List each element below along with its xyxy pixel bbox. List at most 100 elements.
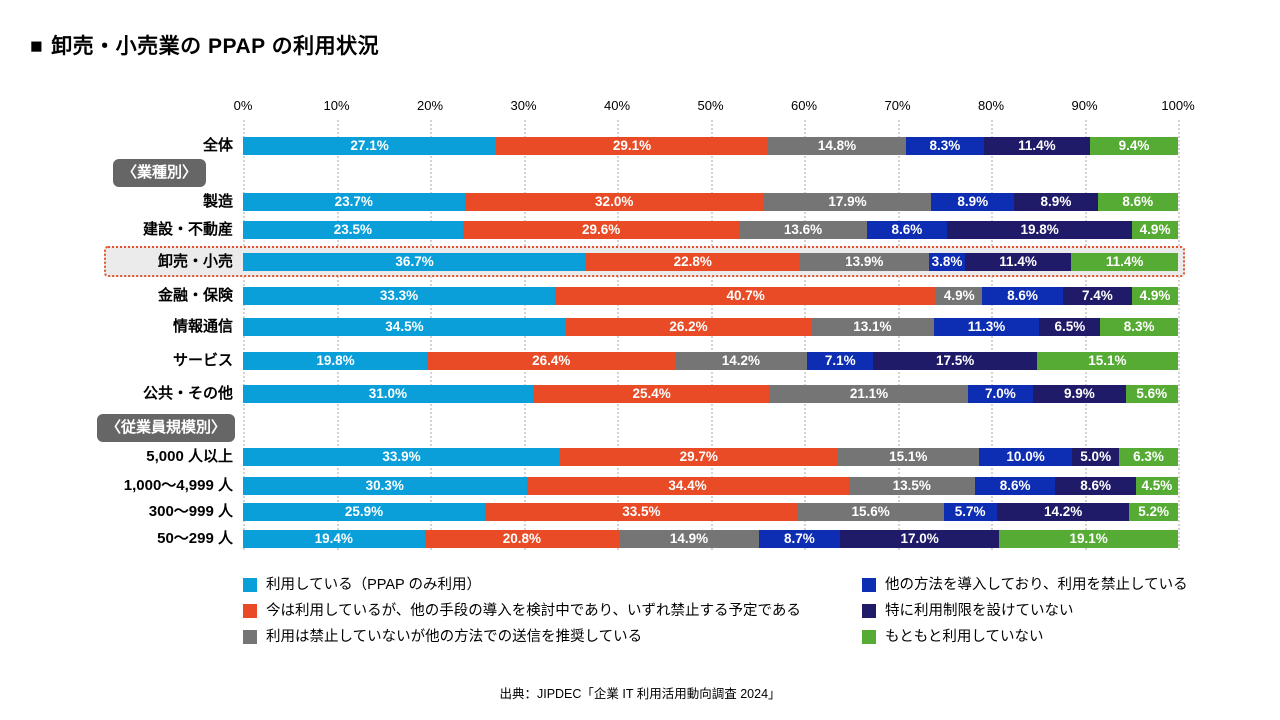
bar-segment: 6.3% [1119, 448, 1178, 466]
legend-label: もともと利用していない [885, 629, 1044, 645]
bar-value-label: 4.5% [1141, 478, 1173, 493]
legend-item: 利用している（PPAP のみ利用） [243, 576, 801, 602]
bar-segment: 4.5% [1135, 477, 1178, 495]
legend-label: 今は利用しているが、他の手段の導入を検討中であり、いずれ禁止する予定である [266, 603, 801, 619]
bar-value-label: 26.2% [669, 319, 708, 334]
bar-row: 23.5% 29.6% 13.6% 8.6% 19.8% 4.9% [243, 221, 1178, 239]
x-axis-tick-label: 50% [697, 98, 724, 113]
x-axis-tick-label: 80% [977, 98, 1005, 113]
bar-row: 27.1% 29.1% 14.8% 8.3% 11.4% 9.4% [243, 137, 1178, 155]
bar-value-label: 17.9% [828, 194, 867, 209]
bar-value-label: 8.3% [929, 138, 961, 153]
bar-value-label: 11.4% [999, 254, 1037, 269]
page-title-text: 卸売・小売業の PPAP の利用状況 [51, 35, 380, 58]
bar-segment: 13.6% [739, 221, 867, 239]
bar-value-label: 7.1% [824, 353, 856, 368]
bar-segment: 5.6% [1125, 385, 1178, 403]
bar-value-label: 4.9% [1139, 288, 1171, 303]
row-label: 建設・不動産 [142, 221, 233, 238]
bar-segment: 11.4% [983, 137, 1091, 155]
bar-value-label: 8.3% [1123, 319, 1155, 334]
x-axis-tick-label: 20% [416, 98, 444, 113]
bar-segment: 34.5% [243, 318, 566, 336]
bar-value-label: 5.7% [954, 504, 986, 519]
bar-row: 34.5% 26.2% 13.1% 11.3% 6.5% 8.3% [243, 318, 1178, 336]
bar-value-label: 3.8% [931, 254, 963, 269]
bar-segment: 8.6% [866, 221, 948, 239]
bar-value-label: 26.4% [532, 353, 571, 368]
row-label: 全体 [202, 137, 233, 154]
group-badge: 〈業種別〉 [113, 159, 207, 187]
bar-segment: 23.5% [243, 221, 463, 239]
bar-segment: 4.9% [1132, 221, 1178, 239]
bar-value-label: 19.8% [1020, 222, 1059, 237]
bar-segment: 5.0% [1072, 448, 1120, 466]
row-label: 製造 [202, 193, 233, 210]
bar-value-label: 32.0% [595, 194, 634, 209]
bar-value-label: 14.2% [1043, 504, 1083, 519]
bar-segment: 11.3% [933, 318, 1040, 336]
bar-segment: 4.9% [1132, 287, 1178, 305]
legend-swatch [243, 604, 257, 618]
legend-item: 特に利用制限を設けていない [862, 602, 1188, 628]
bar-value-label: 6.3% [1133, 449, 1164, 464]
bar-segment: 19.8% [947, 221, 1133, 239]
bar-value-label: 7.0% [984, 386, 1016, 401]
bar-value-label: 33.3% [379, 288, 419, 303]
bar-segment: 19.4% [243, 530, 425, 548]
bar-value-label: 17.5% [936, 353, 975, 368]
row-label: 5,000 人以上 [146, 448, 233, 465]
legend-swatch [243, 630, 257, 644]
bar-segment: 14.2% [674, 352, 808, 370]
bar-value-label: 8.6% [1122, 194, 1154, 209]
bar-value-label: 8.6% [891, 222, 923, 237]
legend-column: 他の方法を導入しており、利用を禁止している 特に利用制限を設けていない もともと利用… [862, 576, 1188, 654]
bar-segment: 27.1% [243, 137, 497, 155]
bar-segment: 17.9% [763, 193, 932, 211]
bar-value-label: 8.6% [1080, 478, 1111, 493]
bar-value-label: 29.7% [679, 449, 718, 464]
bar-value-label: 19.8% [316, 353, 355, 368]
bar-segment: 15.1% [1036, 352, 1178, 370]
bar-value-label: 8.9% [957, 194, 989, 209]
bar-value-label: 8.6% [1007, 288, 1038, 303]
bar-value-label: 30.3% [365, 478, 404, 493]
legend-swatch [243, 578, 257, 592]
bar-value-label: 14.9% [669, 531, 709, 546]
bar-segment: 17.0% [840, 530, 1000, 548]
bar-value-label: 19.1% [1069, 531, 1108, 546]
bar-value-label: 19.4% [314, 531, 353, 546]
bar-segment: 29.1% [496, 137, 768, 155]
bar-segment: 8.6% [1055, 477, 1136, 495]
bar-value-label: 40.7% [726, 288, 765, 303]
x-axis-tick-label: 60% [790, 98, 818, 113]
bar-segment: 20.8% [424, 530, 620, 548]
bar-segment: 29.6% [462, 221, 740, 239]
bar-segment: 8.9% [1014, 193, 1098, 211]
row-label: 300〜999 人 [148, 503, 233, 520]
legend-item: 他の方法を導入しており、利用を禁止している [862, 576, 1188, 602]
bar-segment: 10.0% [978, 448, 1073, 466]
bar-segment: 8.3% [906, 137, 984, 155]
bar-value-label: 33.9% [382, 449, 421, 464]
bar-row: 33.9% 29.7% 15.1% 10.0% 5.0% 6.3% [243, 448, 1178, 466]
bar-segment: 7.1% [807, 352, 874, 370]
title-bullet-icon: ■ [30, 35, 44, 58]
bar-value-label: 15.1% [1088, 353, 1127, 368]
group-badge: 〈従業員規模別〉 [97, 414, 236, 442]
row-label: 公共・その他 [142, 385, 233, 402]
bar-value-label: 4.9% [1139, 222, 1171, 237]
bar-segment: 8.9% [931, 193, 1015, 211]
bar-value-label: 34.4% [668, 478, 707, 493]
gridline [1178, 120, 1180, 550]
bar-row: 36.7% 22.8% 13.9% 3.8% 11.4% 11.4% [243, 253, 1178, 271]
bar-segment: 19.1% [999, 530, 1178, 548]
bar-segment: 8.6% [1097, 193, 1178, 211]
bar-value-label: 33.5% [622, 504, 661, 519]
bar-value-label: 11.3% [967, 319, 1006, 334]
bar-row: 19.4% 20.8% 14.9% 8.7% 17.0% 19.1% [243, 530, 1178, 548]
bar-value-label: 27.1% [350, 138, 389, 153]
page-title: ■ 卸売・小売業の PPAP の利用状況 [30, 30, 379, 60]
row-label: サービス [172, 352, 233, 369]
